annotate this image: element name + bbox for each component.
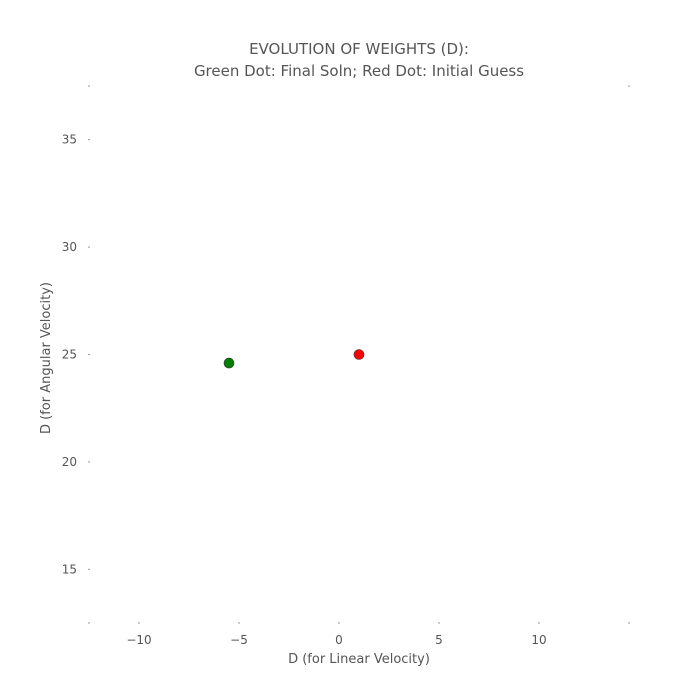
axis-ticks: −10 −5 0 5 10 15 20 25 30 35 xyxy=(62,85,630,647)
y-tick-label: 15 xyxy=(62,562,77,576)
y-axis-label: D (for Angular Velocity) xyxy=(39,282,54,434)
y-tick-label: 30 xyxy=(62,240,77,254)
chart-subtitle: Green Dot: Final Soln; Red Dot: Initial … xyxy=(194,62,524,80)
x-tick-label: 0 xyxy=(335,633,343,647)
x-axis-label: D (for Linear Velocity) xyxy=(288,652,430,667)
y-tick-label: 20 xyxy=(62,455,77,469)
data-point xyxy=(353,349,365,360)
data-points xyxy=(223,349,365,369)
chart-title: EVOLUTION OF WEIGHTS (D): xyxy=(249,40,469,58)
x-tick-label: 10 xyxy=(531,633,546,647)
x-tick-label: −5 xyxy=(230,633,248,647)
y-tick-label: 25 xyxy=(62,348,77,362)
y-tick-label: 35 xyxy=(62,133,77,147)
x-tick-label: 5 xyxy=(435,633,443,647)
data-point xyxy=(223,357,235,369)
x-tick-label: −10 xyxy=(126,633,151,647)
